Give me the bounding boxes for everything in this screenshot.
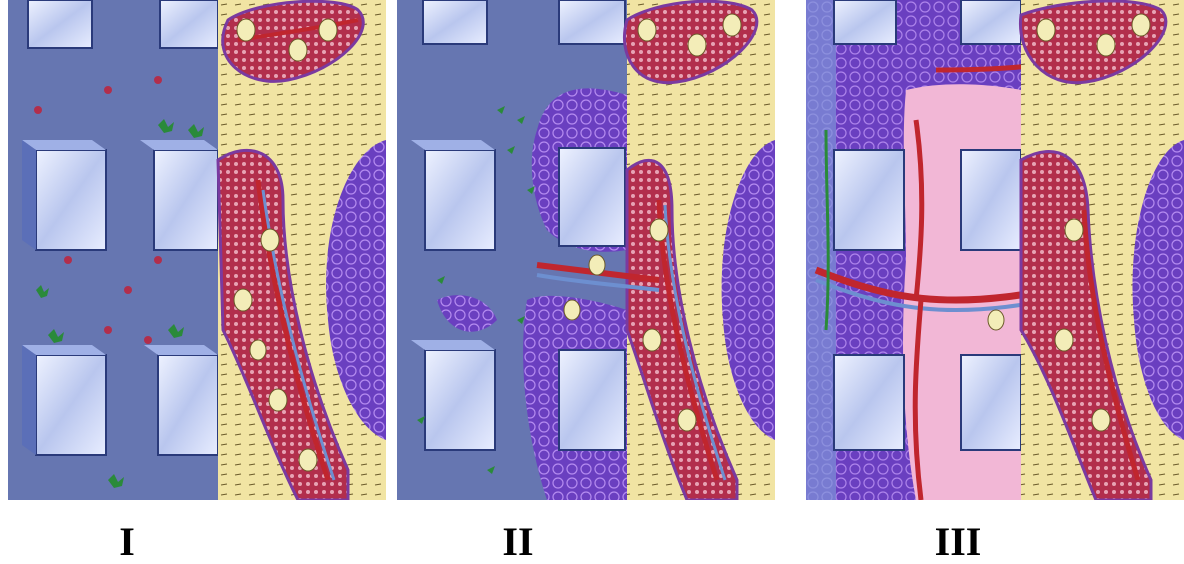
seeded-cells — [34, 76, 204, 488]
scaffold-blocks — [833, 0, 1022, 451]
panel-stage-3 — [806, 0, 1184, 500]
stage-label-2: II — [502, 519, 534, 564]
marrow-cavity — [326, 140, 386, 440]
scaffold-illustration-stage-2 — [397, 0, 775, 500]
blood-vessel — [255, 179, 331, 481]
stage-label-1: I — [119, 519, 135, 564]
scaffold-illustration-stage-1 — [8, 0, 386, 500]
scaffold-blocks — [411, 0, 626, 451]
panel-stage-2 — [397, 0, 775, 500]
panel-stage-1 — [8, 0, 386, 500]
scaffold-blocks — [22, 0, 219, 456]
stage-label-3: III — [934, 519, 982, 564]
scaffold-illustration-stage-3 — [806, 0, 1184, 500]
